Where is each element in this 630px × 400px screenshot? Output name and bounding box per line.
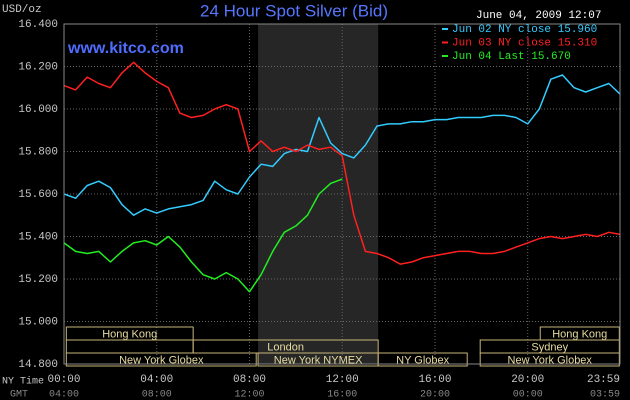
x2-tick-label: 08:00: [142, 390, 172, 400]
session-box: [377, 352, 468, 367]
x-tick-label: 12:00: [326, 374, 359, 386]
session-label: London: [267, 341, 304, 353]
timestamp: June 04, 2009 12:07: [476, 10, 601, 22]
watermark: www.kitco.com: [67, 40, 184, 57]
y-tick-label: 15.600: [18, 189, 58, 201]
series-line: [63, 61, 621, 265]
y-tick-label: 15.400: [18, 231, 58, 243]
x-axis-label: NY Time: [2, 376, 44, 388]
session-box: [479, 352, 620, 367]
x2-tick-label: 20:00: [420, 390, 450, 400]
legend-label: Jun 04 Last 15.670: [452, 51, 571, 63]
session-label: Hong Kong: [102, 328, 157, 340]
session-box: [65, 352, 257, 367]
session-label: New York Globex: [119, 354, 204, 366]
y-tick-label: 15.000: [18, 316, 58, 328]
legend-label: Jun 02 NY close 15.960: [452, 24, 597, 36]
session-label: NY Globex: [396, 354, 449, 366]
x2-tick-label: 03:59: [590, 390, 620, 400]
session-label: Hong Kong: [552, 328, 607, 340]
x-tick-label: 00:00: [47, 374, 80, 386]
chart-title: 24 Hour Spot Silver (Bid): [200, 1, 388, 20]
x-tick-label: 23:59: [587, 374, 620, 386]
legend-label: Jun 03 NY close 15.310: [452, 37, 597, 49]
session-label: Sydney: [531, 341, 568, 353]
x-tick-label: 08:00: [233, 374, 266, 386]
x2-tick-label: 04:00: [49, 390, 79, 400]
x2-tick-label: 12:00: [234, 390, 264, 400]
y-tick-label: 16.200: [18, 61, 58, 73]
x-tick-label: 20:00: [511, 374, 544, 386]
x-tick-label: 16:00: [418, 374, 451, 386]
x-tick-label: 04:00: [140, 374, 173, 386]
y-tick-label: 16.400: [18, 19, 58, 31]
series-line: [63, 178, 343, 293]
y-axis-label: USD/oz: [2, 4, 42, 16]
y-tick-label: 15.200: [18, 274, 58, 286]
plot-frame: [63, 23, 621, 365]
session-label: New York Globex: [508, 354, 593, 366]
x2-tick-label: 00:00: [513, 390, 543, 400]
y-tick-label: 14.800: [18, 359, 58, 371]
x2-axis-label: GMT: [10, 390, 28, 400]
shaded-region: [258, 24, 379, 364]
session-label: New York NYMEX: [274, 354, 363, 366]
y-tick-label: 15.800: [18, 146, 58, 158]
x2-tick-label: 16:00: [327, 390, 357, 400]
y-tick-label: 16.000: [18, 104, 58, 116]
series-line: [63, 74, 621, 216]
